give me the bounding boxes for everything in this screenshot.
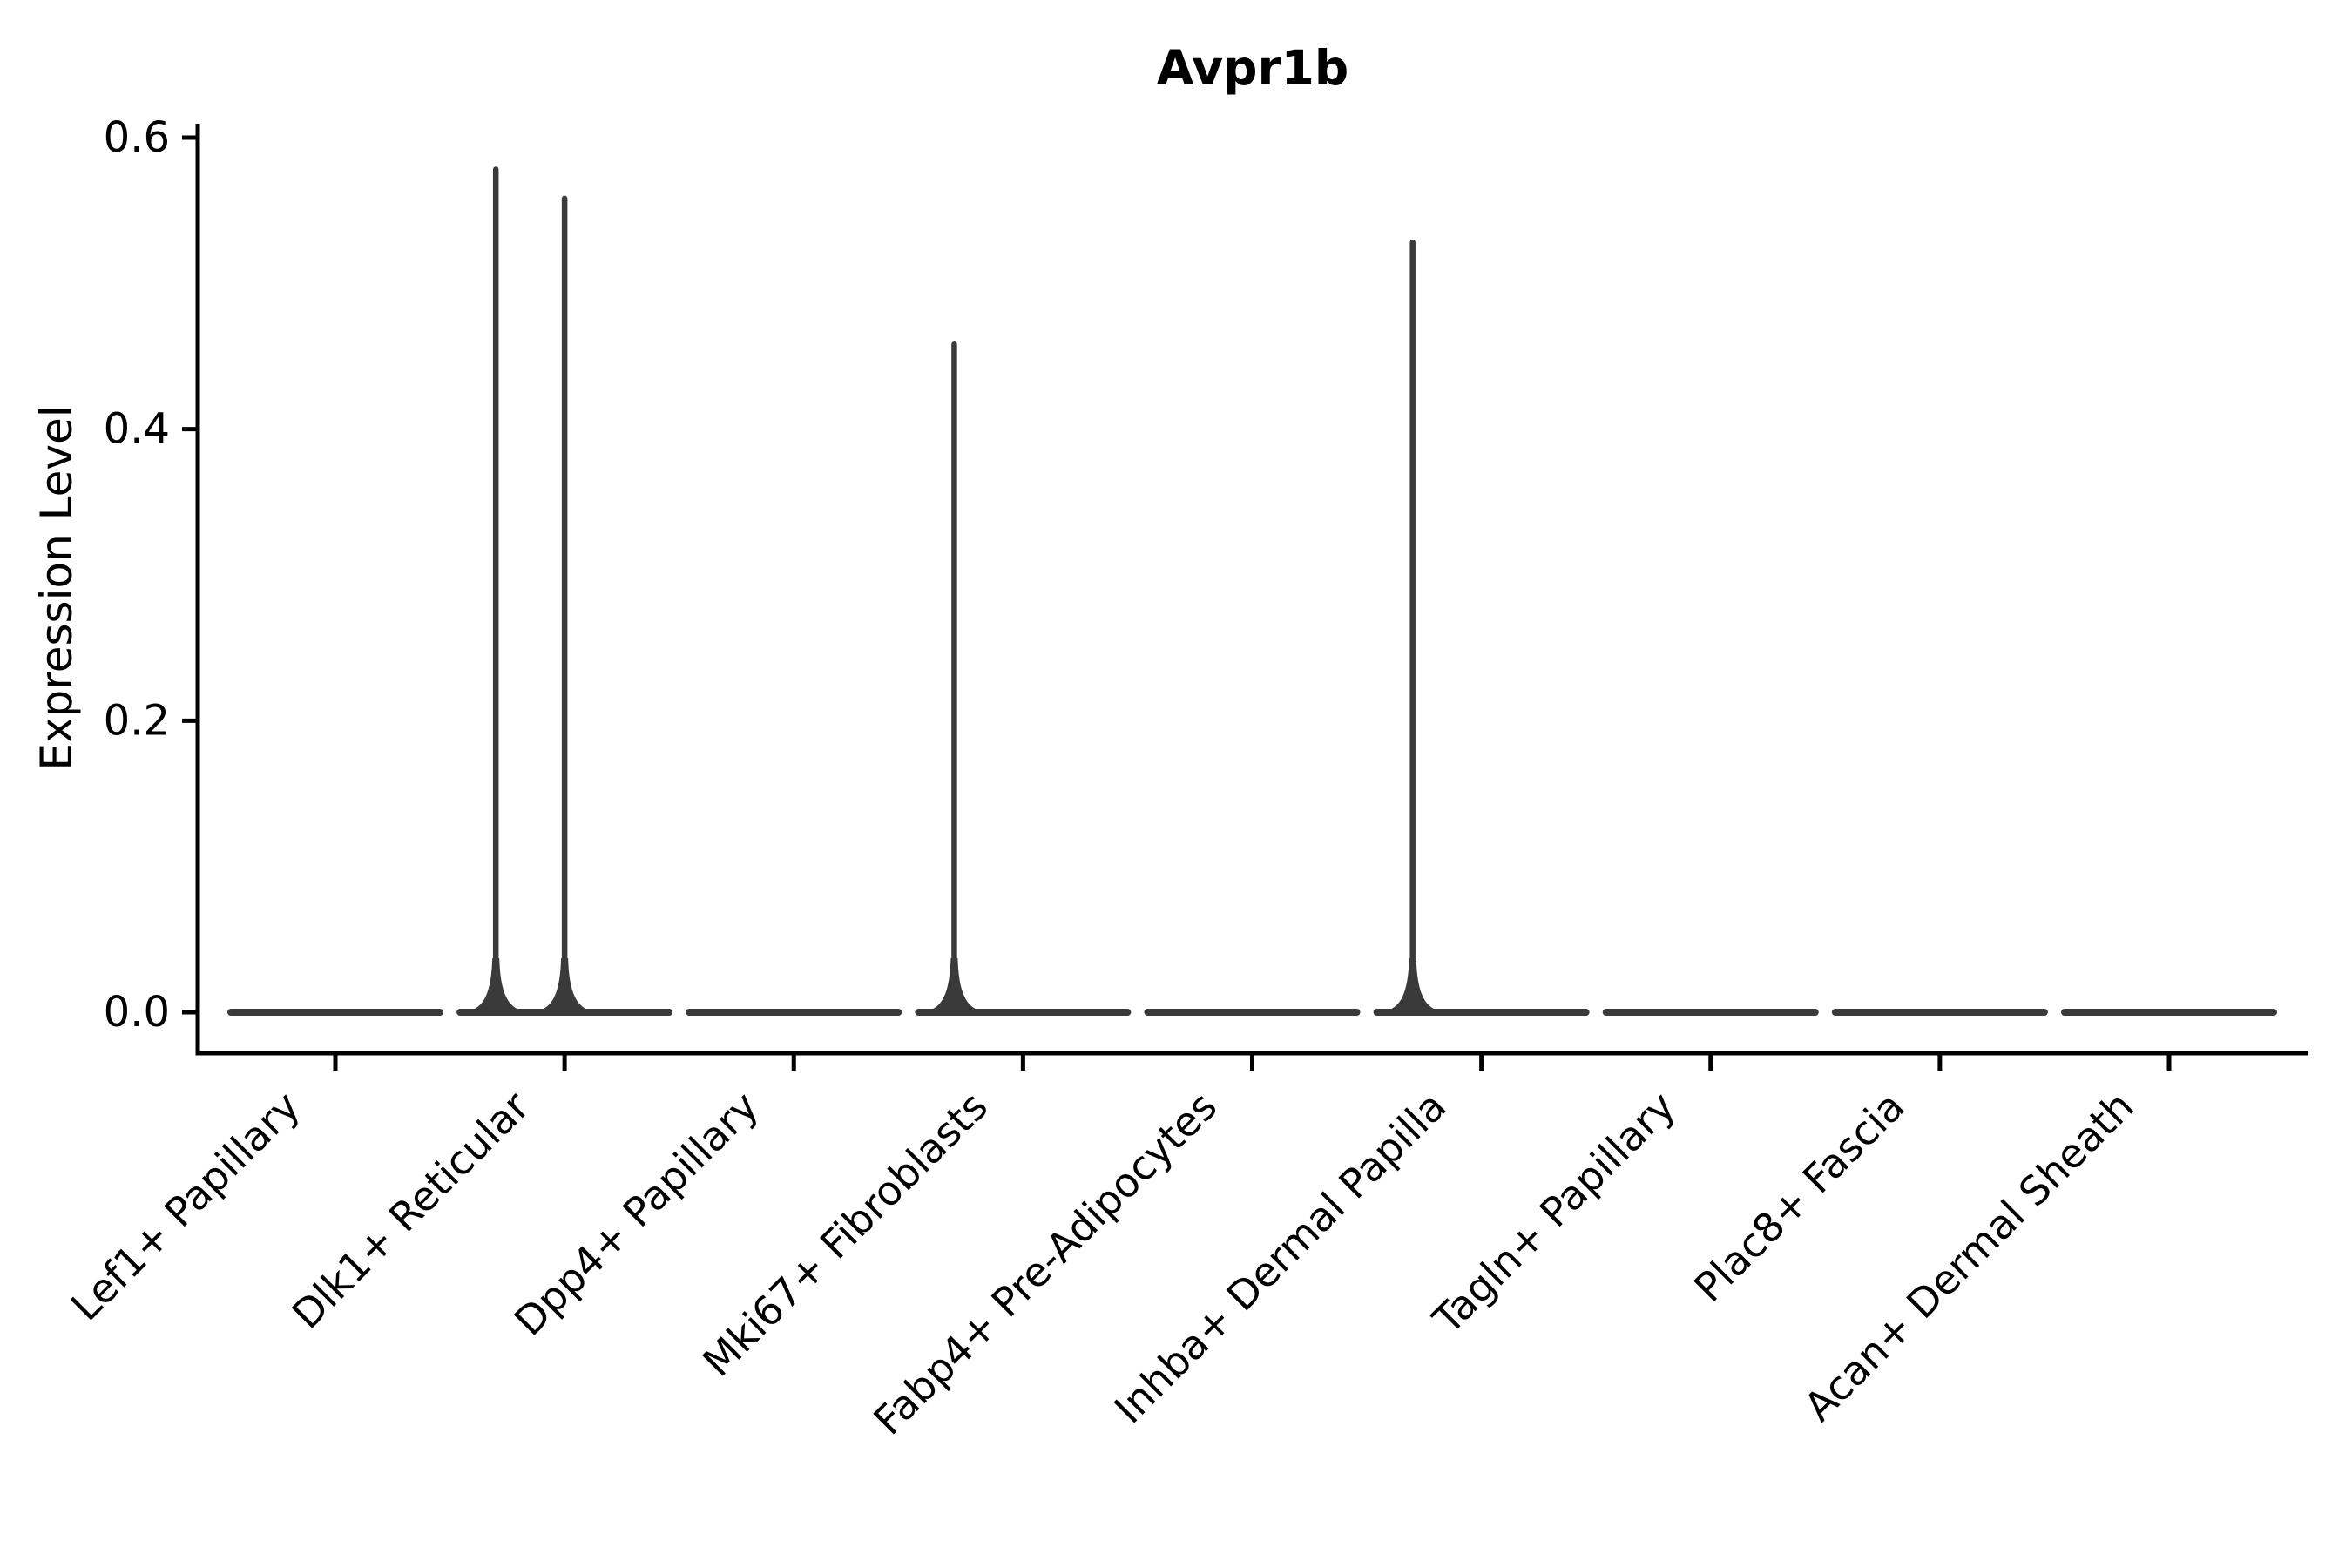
violin: [456, 166, 673, 1016]
x-tick-label: Plac8+ Fascia: [1685, 1083, 1913, 1311]
x-tick-label: Dlk1+ Reticular: [283, 1083, 538, 1338]
y-tick-label: 0.6: [104, 113, 170, 162]
x-tick-label: Tagln+ Papillary: [1423, 1083, 1685, 1344]
axes-layer: [195, 124, 2308, 1056]
violin: [1373, 239, 1590, 1016]
x-tick-label: Dpp4+ Papillary: [505, 1083, 767, 1345]
y-tick-label: 0.2: [104, 696, 170, 745]
chart-title: Avpr1b: [1157, 40, 1349, 96]
violins-layer: [227, 166, 2277, 1016]
y-tick-layer: 0.0 0.2 0.4 0.6: [104, 113, 198, 1037]
x-tick-label: Lef1+ Papillary: [62, 1083, 309, 1330]
y-tick-label: 0.4: [104, 405, 170, 454]
y-axis-label: Expression Level: [31, 405, 82, 770]
violin: [915, 341, 1132, 1016]
y-tick-label: 0.0: [104, 988, 170, 1037]
